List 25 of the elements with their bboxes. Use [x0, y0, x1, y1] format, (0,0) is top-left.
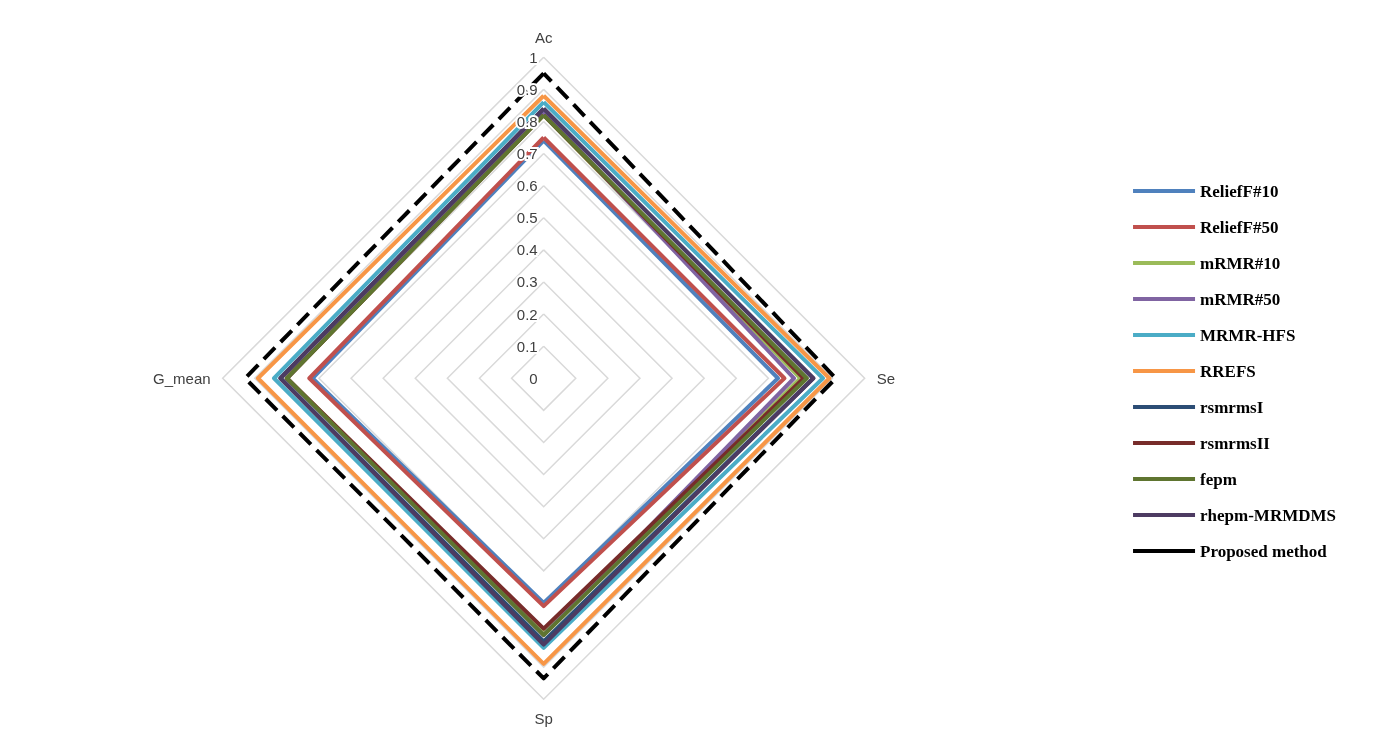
y-tick-label: 0.9: [516, 80, 538, 98]
y-tick-label: 0.1: [516, 337, 538, 355]
y-tick-label: 0.2: [516, 305, 538, 323]
legend-label: fepm: [1200, 469, 1237, 489]
spoke-label: Se: [876, 369, 896, 387]
y-tick-label: 0.4: [516, 241, 538, 259]
spoke-label: G_mean: [153, 369, 211, 387]
y-tick-label: 0.5: [516, 209, 538, 227]
spoke-label: Sp: [534, 710, 553, 728]
y-tick-label: 0.8: [516, 112, 538, 130]
legend-label: ReliefF#10: [1200, 181, 1279, 201]
legend-label: mRMR#10: [1200, 253, 1281, 273]
y-tick-label: 0.6: [516, 177, 538, 195]
y-tick-label: 0.3: [516, 273, 538, 291]
legend-label: Proposed method: [1200, 541, 1328, 561]
spoke-label: Ac: [534, 29, 553, 47]
legend-label: RREFS: [1200, 361, 1256, 381]
legend-label: rsmrmsI: [1200, 397, 1264, 417]
legend-label: mRMR#50: [1200, 289, 1281, 309]
y-tick-label: 1: [529, 48, 538, 66]
legend-label: rsmrmsII: [1200, 433, 1271, 453]
y-tick-label: 0: [529, 369, 538, 387]
legend-label: rhepm-MRMDMS: [1200, 505, 1336, 525]
legend-label: MRMR-HFS: [1200, 325, 1296, 345]
legend-label: ReliefF#50: [1200, 217, 1279, 237]
